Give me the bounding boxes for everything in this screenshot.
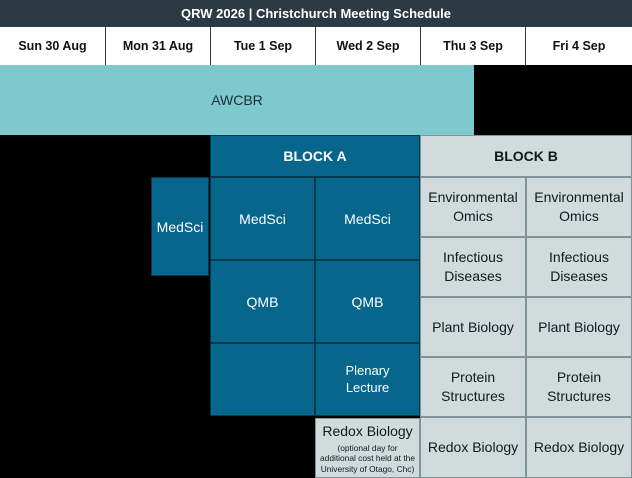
plenary-line-2: Lecture [345, 379, 390, 395]
session-label: MedSci [239, 210, 286, 227]
protein-structures-fri-session: Protein Structures [526, 357, 632, 417]
page-title: QRW 2026 | Christchurch Meeting Schedule [0, 0, 632, 27]
plant-biology-thu-session: Plant Biology [420, 297, 526, 357]
session-label: Redox Biology [427, 439, 519, 456]
session-line-2: Structures [441, 388, 505, 404]
redox-note-line-1: (optional day for [337, 442, 398, 453]
session-label: QMB [246, 293, 279, 310]
session-label: MedSci [156, 218, 204, 235]
redox-wed-title: Redox Biology [322, 422, 413, 439]
awcbr-label: AWCBR [211, 92, 263, 108]
session-line-1: Environmental [534, 189, 624, 206]
day-label: Wed 2 Sep [336, 39, 400, 53]
qmb-tue-session: QMB [210, 260, 315, 343]
day-header-thu: Thu 3 Sep [421, 27, 526, 65]
day-header-tue: Tue 1 Sep [211, 27, 316, 65]
session-line-1: Protein [556, 369, 602, 386]
day-label: Tue 1 Sep [233, 39, 293, 53]
redox-wed-note: (optional day for additional cost held a… [320, 443, 415, 475]
day-label: Thu 3 Sep [443, 39, 503, 53]
medsci-tue-session: MedSci [210, 177, 315, 260]
block-b-label: BLOCK B [494, 147, 558, 164]
session-line-2: Diseases [444, 268, 502, 284]
session-label: Redox Biology [533, 439, 625, 456]
qmb-wed-session: QMB [315, 260, 420, 343]
day-header-fri: Fri 4 Sep [526, 27, 632, 65]
infectious-diseases-thu-session: Infectious Diseases [420, 237, 526, 297]
page-title-text: QRW 2026 | Christchurch Meeting Schedule [181, 6, 451, 21]
redox-biology-fri-session: Redox Biology [526, 417, 632, 478]
block-a-label: BLOCK A [283, 148, 347, 164]
session-line-2: Diseases [550, 268, 608, 284]
session-label: Plant Biology [538, 318, 620, 335]
session-line-2: Structures [547, 388, 611, 404]
day-label: Fri 4 Sep [552, 39, 606, 53]
session-line-1: Infectious [443, 249, 503, 266]
session-label: QMB [351, 293, 384, 310]
medsci-mon-session: MedSci [151, 177, 209, 276]
block-a-header: BLOCK A [210, 135, 420, 177]
plenary-lecture-session: Plenary Lecture [315, 343, 420, 416]
day-header-mon: Mon 31 Aug [106, 27, 211, 65]
redox-wed-session: Redox Biology (optional day for addition… [315, 418, 420, 478]
awcbr-session: AWCBR [0, 65, 474, 135]
day-label: Mon 31 Aug [122, 39, 194, 53]
plant-biology-fri-session: Plant Biology [526, 297, 632, 357]
plenary-line-1: Plenary [345, 362, 390, 378]
env-omics-fri-session: Environmental Omics [526, 177, 632, 237]
session-label: Plant Biology [432, 318, 514, 335]
session-line-2: Omics [559, 208, 599, 224]
session-label: MedSci [344, 210, 391, 227]
session-line-1: Protein [450, 369, 496, 386]
empty-tue-session [210, 343, 315, 416]
block-b-header: BLOCK B [420, 135, 632, 177]
redox-biology-thu-session: Redox Biology [420, 417, 526, 478]
redox-note-line-3: University of Otago, Chc) [320, 463, 415, 474]
day-header-wed: Wed 2 Sep [316, 27, 421, 65]
session-line-1: Infectious [549, 249, 609, 266]
protein-structures-thu-session: Protein Structures [420, 357, 526, 417]
session-line-2: Omics [453, 208, 493, 224]
medsci-wed-session: MedSci [315, 177, 420, 260]
infectious-diseases-fri-session: Infectious Diseases [526, 237, 632, 297]
day-header-sun: Sun 30 Aug [0, 27, 106, 65]
redox-note-line-2: additional cost held at the [320, 453, 415, 464]
session-line-1: Environmental [428, 189, 518, 206]
env-omics-thu-session: Environmental Omics [420, 177, 526, 237]
day-label: Sun 30 Aug [18, 39, 87, 53]
